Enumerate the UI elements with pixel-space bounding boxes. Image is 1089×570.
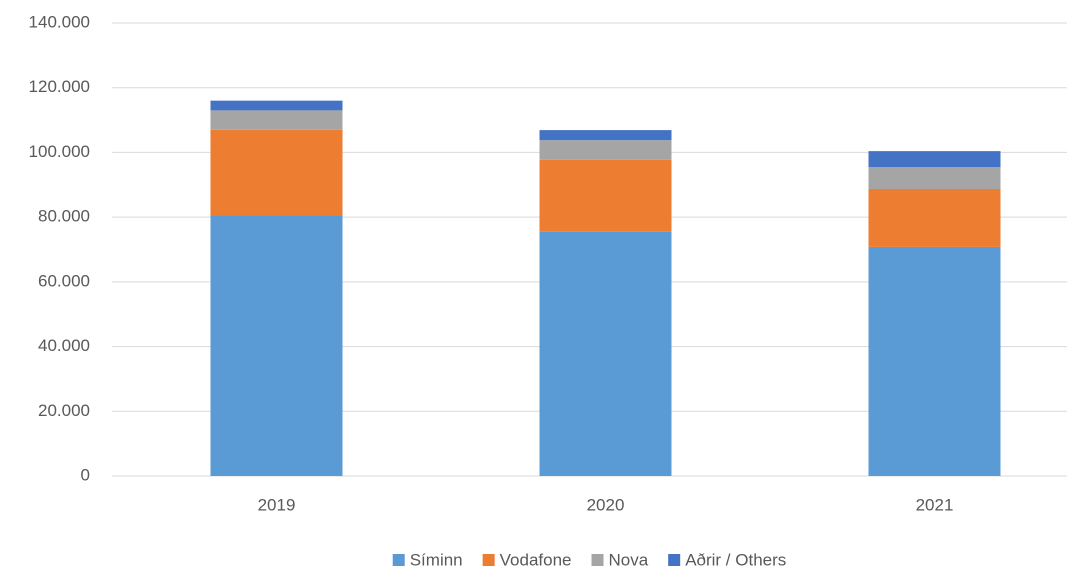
bar-segment — [539, 231, 672, 476]
x-tick-label: 2019 — [258, 495, 296, 514]
legend-swatch — [668, 554, 681, 566]
legend-label: Nova — [609, 550, 649, 569]
x-tick-label: 2021 — [916, 495, 954, 514]
legend-label: Vodafone — [500, 550, 572, 569]
y-tick-label: 20.000 — [38, 401, 90, 420]
legend-label: Síminn — [410, 550, 463, 569]
legend-swatch — [482, 554, 495, 566]
bar-segment — [539, 140, 672, 160]
bar-segment — [868, 188, 1001, 247]
bar-segment — [539, 159, 672, 232]
bar-segment — [210, 100, 343, 111]
y-tick-label: 80.000 — [38, 207, 90, 226]
bar-segment — [210, 110, 343, 130]
legend-label: Aðrir / Others — [685, 550, 786, 569]
bar-segment — [868, 151, 1001, 167]
bar-segment — [210, 215, 343, 476]
bar-segment — [210, 129, 343, 216]
y-tick-label: 120.000 — [29, 77, 90, 96]
y-tick-label: 0 — [81, 465, 90, 484]
y-tick-label: 40.000 — [38, 336, 90, 355]
bar-segment — [868, 166, 1001, 189]
legend-swatch — [591, 554, 604, 566]
x-tick-label: 2020 — [587, 495, 625, 514]
y-tick-label: 140.000 — [29, 12, 90, 31]
y-tick-label: 60.000 — [38, 271, 90, 290]
y-tick-label: 100.000 — [29, 142, 90, 161]
legend-swatch — [392, 554, 405, 566]
bar-segment — [868, 246, 1001, 476]
bar-segment — [539, 130, 672, 141]
